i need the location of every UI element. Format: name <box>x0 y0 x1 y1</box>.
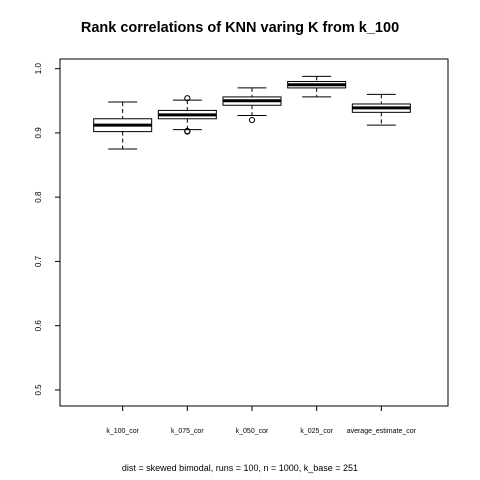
x-tick-label: k_100_cor <box>106 428 139 435</box>
x-tick-label: k_050_cor <box>236 428 269 435</box>
plot-frame <box>59 58 449 407</box>
y-tick-label: 0.8 <box>34 191 43 203</box>
y-tick-label: 0.5 <box>34 384 43 396</box>
chart-subtitle: dist = skewed bimodal, runs = 100, n = 1… <box>121 463 359 473</box>
y-tick-label: 0.6 <box>34 320 43 332</box>
chart-title: Rank correlations of KNN varing K from k… <box>80 20 400 36</box>
y-tick-label: 1.0 <box>34 63 43 75</box>
y-tick-label: 0.9 <box>34 127 43 139</box>
y-tick-label: 0.7 <box>34 255 43 267</box>
outlier-point <box>184 95 191 102</box>
outlier-point <box>184 128 191 135</box>
outlier-point <box>248 116 256 124</box>
x-tick-label: k_025_cor <box>300 428 333 435</box>
x-tick-label: average_estimate_cor <box>347 428 417 435</box>
x-tick-label: k_075_cor <box>171 428 204 435</box>
